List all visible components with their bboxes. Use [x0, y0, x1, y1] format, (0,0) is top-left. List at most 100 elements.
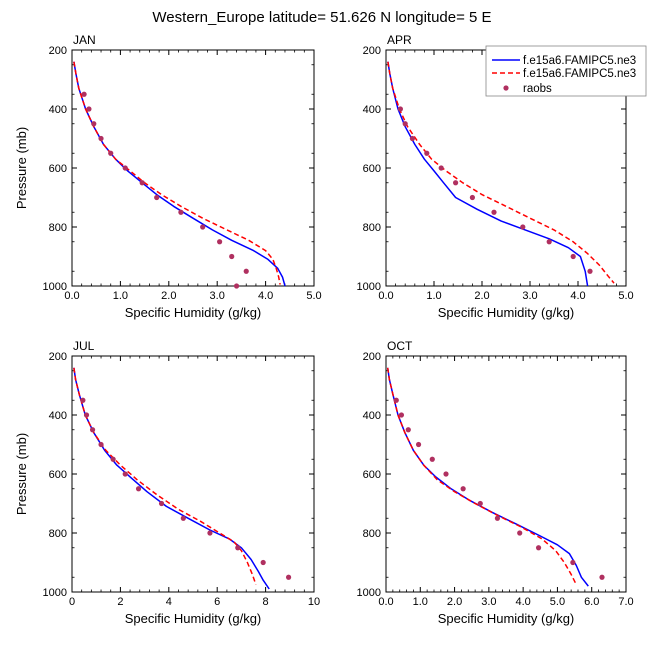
y-tick-label-apr: 1000 — [357, 281, 381, 293]
panel-jul: JUL 0 2 4 6 8 10 200 400 600 800 1000 Specific Humid… — [14, 339, 320, 626]
raobs-point-oct — [405, 427, 411, 433]
legend-label-solid: f.e15a6.FAMIPC5.ne3 — [523, 55, 636, 67]
plot-frame-oct — [385, 355, 627, 593]
y-tick-label-apr: 200 — [363, 45, 381, 57]
raobs-point-jan — [139, 180, 145, 186]
x-tick-label-jan: 2.0 — [161, 290, 176, 302]
raobs-point-oct — [494, 515, 501, 521]
raobs-point-jul — [180, 515, 186, 521]
y-axis-label-jul: Pressure (mb) — [14, 433, 29, 515]
x-tick-label-apr: 3.0 — [522, 290, 537, 302]
y-tick-label-jul: 800 — [49, 528, 67, 540]
x-tick-label-jul: 6 — [214, 596, 220, 608]
raobs-point-jan — [178, 209, 184, 215]
x-axis-label-jul: Specific Humidity (g/kg) — [125, 611, 262, 626]
raobs-point-jul — [122, 471, 128, 477]
legend-label-marker: raobs — [523, 83, 552, 95]
x-tick-label-oct: 7.0 — [618, 596, 633, 608]
y-tick-label-oct: 600 — [363, 469, 381, 481]
chart-panels: JAN 0.0 1.0 2.0 3.0 4.0 5.0 200 400 600 800 1000 Spe… — [14, 33, 634, 626]
raobs-point-jan — [98, 135, 104, 142]
raobs-point-oct — [517, 530, 523, 536]
x-tick-label-jan: 1.0 — [113, 290, 128, 302]
x-tick-label-jan: 5.0 — [306, 290, 321, 302]
panel-title-jul: JUL — [73, 339, 95, 353]
x-tick-label-jul: 8 — [263, 596, 269, 608]
series-solid-line-apr — [387, 61, 589, 287]
y-tick-label-jan: 1000 — [43, 281, 67, 293]
raobs-point-apr — [409, 135, 415, 142]
x-tick-label-jul: 4 — [166, 596, 172, 608]
raobs-point-apr — [520, 224, 526, 230]
x-tick-label-jul: 10 — [308, 596, 320, 608]
x-tick-label-oct: 4.0 — [515, 596, 530, 608]
raobs-point-jan — [81, 91, 87, 97]
x-tick-label-oct: 0.0 — [378, 596, 393, 608]
raobs-point-oct — [477, 500, 483, 507]
raobs-point-apr — [587, 268, 593, 274]
x-tick-label-jul: 2 — [117, 596, 123, 608]
y-tick-label-jul: 400 — [49, 410, 67, 422]
raobs-point-apr — [546, 239, 552, 245]
raobs-point-jul — [285, 574, 292, 580]
y-axis-label-jan: Pressure (mb) — [14, 127, 29, 209]
x-tick-label-apr: 0.0 — [378, 290, 393, 302]
raobs-point-oct — [415, 441, 422, 448]
raobs-point-apr — [453, 180, 459, 186]
raobs-point-jul — [158, 500, 165, 507]
raobs-point-jul — [83, 412, 90, 418]
raobs-point-jan — [154, 194, 160, 201]
legend-label-dashed: f.e15a6.FAMIPC5.ne3 — [523, 68, 636, 80]
x-tick-label-oct: 1.0 — [413, 596, 428, 608]
x-tick-label-apr: 4.0 — [570, 290, 585, 302]
panel-title-oct: OCT — [387, 339, 413, 353]
raobs-point-oct — [570, 559, 576, 566]
raobs-point-apr — [570, 253, 576, 260]
raobs-point-jan — [229, 253, 235, 260]
raobs-point-oct — [393, 397, 399, 403]
raobs-point-jan — [217, 239, 223, 245]
series-solid-line-jan — [73, 61, 286, 287]
series-dashed-line-jul — [73, 367, 257, 585]
panel-title-apr: APR — [387, 33, 412, 47]
raobs-point-apr — [397, 106, 403, 112]
y-tick-label-jul: 200 — [49, 351, 67, 363]
raobs-point-oct — [460, 486, 466, 492]
raobs-point-apr — [491, 209, 497, 215]
panel-title-jan: JAN — [73, 33, 96, 47]
x-tick-label-jan: 4.0 — [258, 290, 273, 302]
raobs-point-jul — [260, 559, 266, 566]
legend: f.e15a6.FAMIPC5.ne3 f.e15a6.FAMIPC5.ne3 … — [485, 45, 647, 97]
y-tick-label-apr: 400 — [363, 104, 381, 116]
y-tick-label-jan: 200 — [49, 45, 67, 57]
x-tick-label-apr: 5.0 — [618, 290, 633, 302]
y-tick-label-jan: 800 — [49, 222, 67, 234]
raobs-point-jan — [200, 224, 206, 230]
raobs-point-apr — [402, 121, 408, 127]
y-tick-label-jan: 400 — [49, 104, 67, 116]
y-tick-label-oct: 400 — [363, 410, 381, 422]
panel-jan: JAN 0.0 1.0 2.0 3.0 4.0 5.0 200 400 600 800 1000 Spe… — [14, 33, 322, 320]
raobs-point-jan — [108, 150, 114, 156]
raobs-point-jul — [235, 545, 241, 551]
raobs-point-apr — [424, 150, 430, 156]
legend-swatch-marker — [503, 85, 509, 91]
series-solid-line-jul — [73, 367, 270, 590]
x-axis-label-jan: Specific Humidity (g/kg) — [125, 305, 262, 320]
raobs-point-oct — [535, 545, 542, 551]
raobs-point-oct — [429, 456, 435, 462]
y-tick-label-oct: 200 — [363, 351, 381, 363]
x-tick-label-oct: 5.0 — [550, 596, 565, 608]
raobs-point-jan — [243, 268, 249, 274]
x-axis-label-oct: Specific Humidity (g/kg) — [438, 611, 575, 626]
raobs-point-oct — [599, 574, 605, 580]
series-dashed-line-jan — [73, 61, 281, 285]
raobs-point-jan — [91, 121, 97, 127]
y-tick-label-jul: 1000 — [43, 587, 67, 599]
series-dashed-line-oct — [386, 367, 577, 585]
raobs-point-jul — [207, 530, 213, 536]
y-tick-label-oct: 1000 — [357, 587, 381, 599]
raobs-point-jul — [80, 397, 86, 403]
x-axis-label-apr: Specific Humidity (g/kg) — [438, 305, 575, 320]
